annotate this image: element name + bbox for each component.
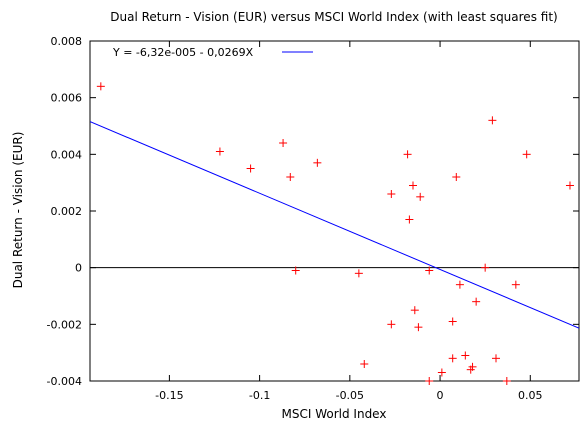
y-tick-label: 0.004	[51, 148, 83, 161]
x-axis-label: MSCI World Index	[282, 407, 387, 421]
data-point	[425, 266, 434, 275]
data-point	[455, 280, 464, 289]
data-point	[416, 192, 425, 201]
y-axis-label: Dual Return - Vision (EUR)	[11, 132, 25, 289]
plot-frame	[89, 40, 580, 382]
data-point	[246, 164, 255, 173]
data-point	[481, 263, 490, 272]
data-point	[403, 150, 412, 159]
data-point	[387, 190, 396, 198]
data-point	[448, 317, 457, 326]
y-tick-label: 0.008	[51, 35, 83, 48]
data-point	[491, 354, 500, 363]
data-point	[437, 368, 446, 377]
y-tick-label: 0.006	[51, 92, 83, 105]
data-point	[215, 147, 224, 156]
fit-line	[90, 121, 579, 329]
data-point	[468, 362, 477, 371]
data-point	[408, 181, 417, 190]
data-point	[405, 215, 414, 224]
data-point	[414, 323, 423, 332]
y-tick-label: 0	[75, 262, 82, 275]
data-point	[354, 269, 363, 278]
data-point	[461, 351, 470, 360]
legend: Y = -6,32e-005 - 0,0269X	[112, 46, 313, 59]
data-point	[565, 181, 574, 190]
data-point	[313, 158, 322, 167]
data-point	[488, 116, 497, 125]
data-point	[279, 139, 288, 147]
plot-area: -0.15 -0.1 -0.05 0 0.05 -0.004 -0.002 0 0.002 0.0…	[47, 35, 580, 402]
y-tick-label: 0.002	[51, 205, 83, 218]
data-point	[360, 360, 369, 368]
y-tick-label: -0.002	[47, 318, 82, 331]
data-point	[472, 297, 481, 306]
x-tick-label: 0	[437, 389, 444, 402]
legend-label: Y = -6,32e-005 - 0,0269X	[112, 46, 254, 59]
data-point	[448, 354, 457, 363]
data-point	[522, 150, 531, 159]
data-point	[291, 266, 300, 275]
data-point	[387, 320, 396, 329]
chart-title: Dual Return - Vision (EUR) versus MSCI W…	[110, 10, 557, 24]
y-tick-label: -0.004	[47, 375, 82, 388]
data-point	[502, 377, 511, 385]
data-point	[511, 280, 520, 289]
x-tick-label: 0.05	[518, 389, 543, 402]
x-tick-label: -0.15	[155, 389, 183, 402]
data-point	[452, 173, 461, 181]
data-point	[425, 377, 434, 385]
data-point	[410, 306, 419, 315]
x-tick-label: -0.1	[249, 389, 270, 402]
data-point	[96, 82, 105, 91]
x-tick-label: -0.05	[336, 389, 364, 402]
data-point	[286, 173, 295, 181]
